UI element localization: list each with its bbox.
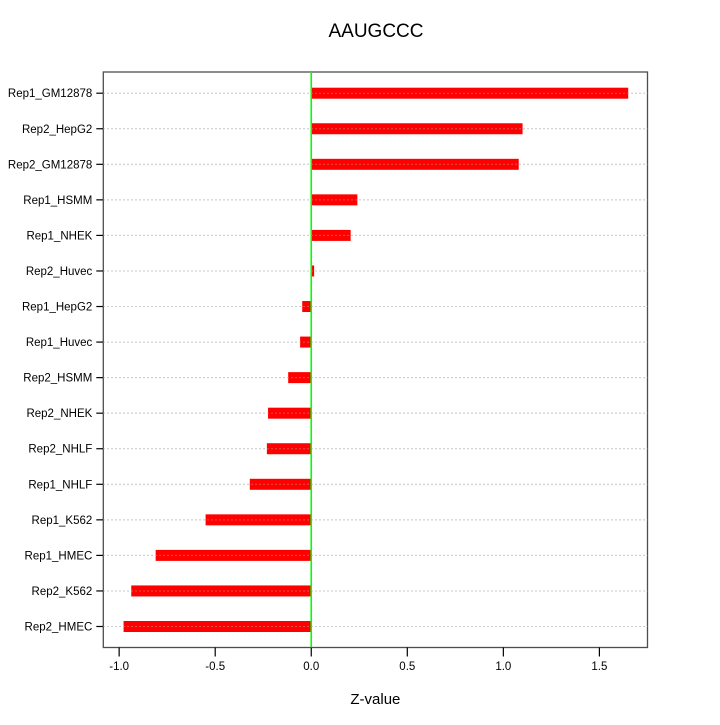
svg-text:Rep1_NHEK: Rep1_NHEK <box>26 230 92 242</box>
svg-text:Rep2_HMEC: Rep2_HMEC <box>25 622 93 634</box>
svg-text:Rep2_GM12878: Rep2_GM12878 <box>8 159 92 171</box>
svg-text:0.5: 0.5 <box>399 661 415 673</box>
svg-text:Rep2_NHEK: Rep2_NHEK <box>26 408 92 420</box>
svg-text:Rep2_K562: Rep2_K562 <box>32 586 93 598</box>
svg-text:Rep1_K562: Rep1_K562 <box>32 515 93 527</box>
svg-text:AAUGCCC: AAUGCCC <box>328 21 423 42</box>
svg-text:0.0: 0.0 <box>303 661 319 673</box>
svg-text:Rep1_HSMM: Rep1_HSMM <box>23 195 92 207</box>
svg-text:Rep1_GM12878: Rep1_GM12878 <box>8 88 92 100</box>
svg-text:1.5: 1.5 <box>591 661 607 673</box>
svg-text:-1.0: -1.0 <box>109 661 129 673</box>
svg-text:Rep1_Huvec: Rep1_Huvec <box>26 337 93 349</box>
svg-text:Rep1_HMEC: Rep1_HMEC <box>25 550 93 562</box>
svg-text:Rep2_HepG2: Rep2_HepG2 <box>22 124 92 136</box>
svg-text:Rep2_NHLF: Rep2_NHLF <box>28 444 92 456</box>
svg-text:Rep2_HSMM: Rep2_HSMM <box>23 373 92 385</box>
svg-text:1.0: 1.0 <box>495 661 511 673</box>
svg-text:Rep1_HepG2: Rep1_HepG2 <box>22 302 92 314</box>
svg-text:-0.5: -0.5 <box>205 661 225 673</box>
svg-text:Rep2_Huvec: Rep2_Huvec <box>26 266 93 278</box>
svg-text:Z-value: Z-value <box>350 691 400 708</box>
svg-text:Rep1_NHLF: Rep1_NHLF <box>28 479 92 491</box>
